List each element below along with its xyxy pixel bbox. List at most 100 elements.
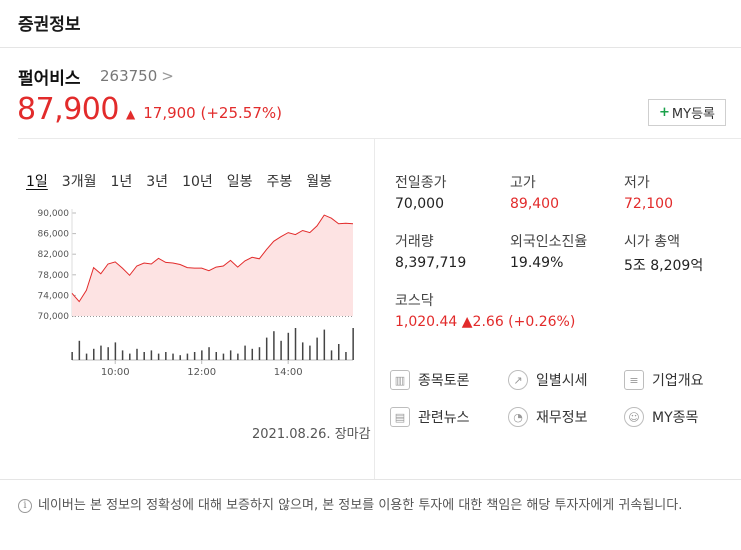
change-value: 17,900: [143, 104, 196, 122]
link-label: 재무정보: [536, 410, 588, 426]
volume-bar: [273, 331, 275, 360]
y-tick-label: 70,000: [38, 312, 70, 322]
link-my-stocks[interactable]: ☺ MY종목: [624, 407, 698, 427]
stat-label: 시가 총액: [624, 234, 680, 250]
tab-3years[interactable]: 3년: [146, 174, 169, 190]
price-line: [71, 214, 354, 303]
volume-bar: [330, 350, 333, 360]
volume-bar: [208, 347, 210, 360]
disclaimer: i 네이버는 본 정보의 정확성에 대해 보증하지 않으며, 본 정보를 이용한…: [18, 496, 730, 516]
stat-value: 8,397,719: [395, 255, 467, 271]
y-tick-label: 74,000: [38, 291, 70, 301]
volume-bar: [107, 347, 109, 360]
volume-bar: [237, 353, 239, 360]
disclaimer-text: 네이버는 본 정보의 정확성에 대해 보증하지 않으며, 본 정보를 이용한 투…: [38, 498, 683, 513]
x-tick-label: 12:00: [187, 367, 216, 378]
volume-bar: [222, 353, 225, 360]
volume-bar: [165, 352, 167, 360]
stat-volume: 거래량 8,397,719: [395, 231, 466, 271]
price-change: ▲ 17,900 (+25.57%): [126, 104, 282, 122]
stock-name[interactable]: 펄어비스: [18, 69, 81, 89]
volume-bar: [337, 344, 340, 360]
volume-bar: [172, 353, 174, 360]
volume-bar: [265, 337, 268, 360]
link-label: 종목토론: [418, 373, 470, 389]
info-icon: i: [18, 499, 32, 513]
volume-bar: [323, 329, 326, 360]
link-daily-price[interactable]: ↗ 일별시세: [508, 370, 588, 390]
current-price: 87,900: [17, 92, 119, 127]
stock-code-link[interactable]: 263750 >: [100, 67, 174, 85]
stat-label: 코스닥: [395, 293, 434, 309]
stat-value: 72,100: [624, 196, 673, 212]
stat-high: 고가 89,400: [510, 172, 559, 212]
volume-bar: [251, 348, 254, 360]
stat-foreign-ratio: 외국인소진율 19.49%: [510, 231, 587, 271]
page-title: 증권정보: [18, 15, 81, 35]
volume-bar: [136, 348, 138, 360]
header: 증권정보: [0, 0, 741, 48]
volume-bar: [114, 342, 117, 360]
company-list-icon: ≡: [624, 370, 644, 390]
trend-line-icon: ↗: [508, 370, 528, 390]
volume-bar: [179, 355, 181, 360]
stat-label: 고가: [510, 175, 536, 191]
stat-value: 89,400: [510, 196, 559, 212]
volume-bar: [93, 348, 95, 360]
link-related-news[interactable]: ▤ 관련뉴스: [390, 407, 470, 427]
y-tick-label: 82,000: [38, 250, 70, 260]
x-tick-label: 10:00: [101, 367, 130, 378]
change-percent: (+25.57%): [200, 104, 282, 122]
my-register-button[interactable]: + MY등록: [648, 99, 726, 126]
volume-bar: [100, 345, 102, 360]
tab-3months[interactable]: 3개월: [61, 174, 97, 190]
volume-bar: [244, 345, 246, 360]
price-chart[interactable]: 90,000 86,000 82,000 78,000 74,000 70,000 10:…: [20, 200, 365, 385]
volume-bar: [129, 353, 131, 360]
volume-bar: [301, 342, 304, 360]
y-tick-label: 86,000: [38, 230, 70, 240]
volume-bar: [280, 340, 282, 360]
link-label: 관련뉴스: [418, 410, 470, 426]
stat-low: 저가 72,100: [624, 172, 673, 212]
y-tick-label: 90,000: [38, 209, 70, 219]
volume-bar: [186, 353, 189, 360]
volume-bar: [287, 332, 290, 360]
volume-bar: [143, 352, 145, 360]
stat-value: 1,020.44 ▲2.66 (+0.26%): [395, 314, 576, 330]
tab-10years[interactable]: 10년: [182, 174, 213, 190]
stat-value: 70,000: [395, 196, 444, 212]
tab-weekly-candle[interactable]: 주봉: [266, 174, 293, 190]
stat-value: 19.49%: [510, 255, 564, 271]
link-discussion[interactable]: ▥ 종목토론: [390, 370, 470, 390]
volume-bar: [201, 350, 203, 360]
discussion-chart-icon: ▥: [390, 370, 410, 390]
stat-value: 5조 8,209억: [624, 258, 704, 274]
volume-bar: [157, 353, 160, 360]
tab-1day[interactable]: 1일: [26, 174, 48, 190]
stat-prev-close: 전일종가 70,000: [395, 172, 447, 212]
volume-bar: [316, 337, 318, 360]
link-label: 일별시세: [536, 373, 588, 389]
user-icon: ☺: [624, 407, 644, 427]
volume-bar: [121, 350, 124, 360]
news-icon: ▤: [390, 407, 410, 427]
link-company-overview[interactable]: ≡ 기업개요: [624, 370, 704, 390]
divider: [18, 138, 741, 139]
x-tick-label: 14:00: [274, 367, 303, 378]
volume-bar: [71, 352, 73, 360]
volume-bar: [352, 328, 354, 360]
tab-monthly-candle[interactable]: 월봉: [306, 174, 333, 190]
my-register-label: MY등록: [671, 107, 715, 122]
tab-1year[interactable]: 1년: [110, 174, 133, 190]
divider: [374, 139, 375, 479]
link-financial-info[interactable]: ◔ 재무정보: [508, 407, 588, 427]
y-tick-label: 78,000: [38, 271, 70, 281]
tab-daily-candle[interactable]: 일봉: [226, 174, 253, 190]
stock-code: 263750: [100, 67, 158, 85]
volume-bar: [229, 350, 232, 360]
stat-kosdaq: 코스닥 1,020.44 ▲2.66 (+0.26%): [395, 290, 575, 330]
volume-bar: [78, 340, 81, 360]
volume-bar: [309, 345, 311, 360]
stat-label: 전일종가: [395, 175, 447, 191]
